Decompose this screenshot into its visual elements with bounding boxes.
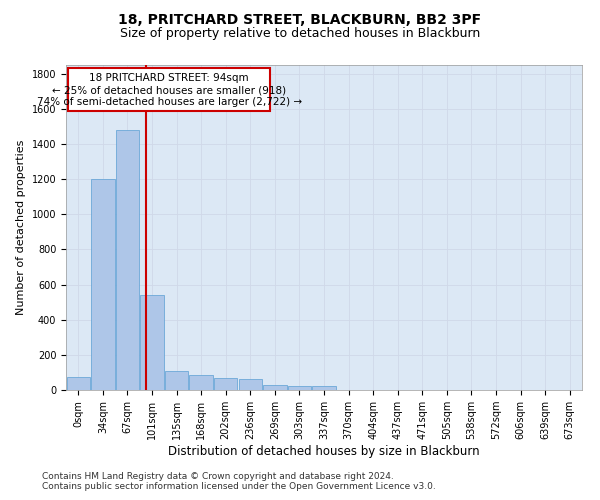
Text: ← 25% of detached houses are smaller (918): ← 25% of detached houses are smaller (91… (52, 85, 286, 95)
Bar (288, 386, 311, 390)
X-axis label: Distribution of detached houses by size in Blackburn: Distribution of detached houses by size … (168, 445, 480, 458)
Bar (140, 295, 164, 390)
Bar (165, 370, 188, 390)
Text: Size of property relative to detached houses in Blackburn: Size of property relative to detached ho… (120, 28, 480, 40)
Bar (263, 384, 287, 390)
Bar (313, 386, 335, 390)
Bar (91, 179, 115, 390)
FancyBboxPatch shape (68, 68, 270, 110)
Bar (67, 377, 90, 390)
Bar (116, 130, 139, 390)
Text: 74% of semi-detached houses are larger (2,722) →: 74% of semi-detached houses are larger (… (37, 97, 302, 107)
Text: 18 PRITCHARD STREET: 94sqm: 18 PRITCHARD STREET: 94sqm (89, 74, 249, 84)
Y-axis label: Number of detached properties: Number of detached properties (16, 140, 26, 315)
Bar (190, 375, 213, 390)
Text: Contains public sector information licensed under the Open Government Licence v3: Contains public sector information licen… (42, 482, 436, 491)
Bar (214, 378, 238, 390)
Text: Contains HM Land Registry data © Crown copyright and database right 2024.: Contains HM Land Registry data © Crown c… (42, 472, 394, 481)
Bar (239, 378, 262, 390)
Text: 18, PRITCHARD STREET, BLACKBURN, BB2 3PF: 18, PRITCHARD STREET, BLACKBURN, BB2 3PF (118, 12, 482, 26)
